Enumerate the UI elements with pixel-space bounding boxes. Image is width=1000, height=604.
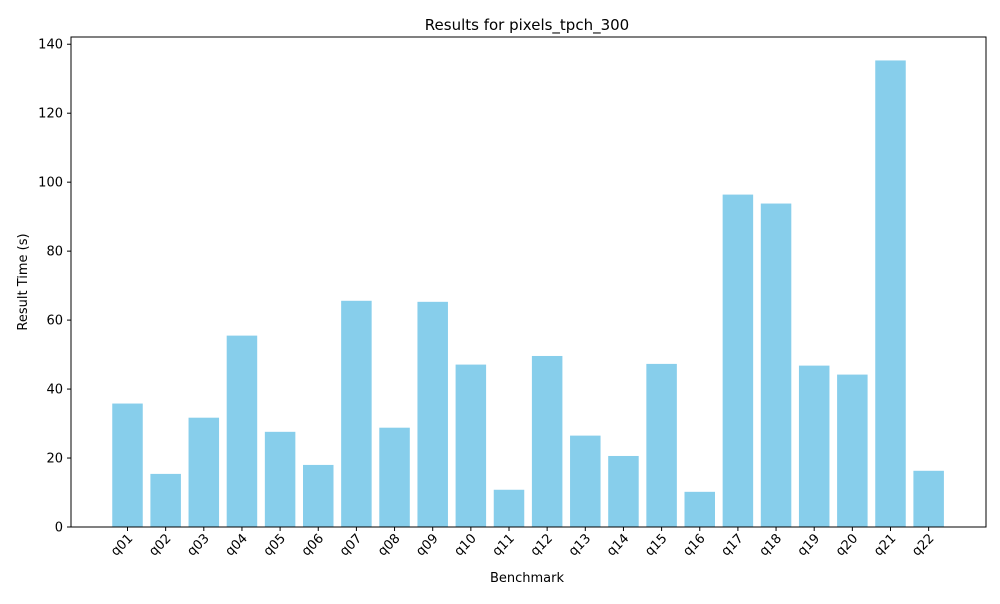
bar-q02 [150,473,181,527]
bar-q22 [913,470,944,527]
x-tick-label-q15: q15 [642,531,670,559]
bar-q11 [493,489,525,527]
x-tick-label-q07: q07 [337,531,365,559]
bar-q06 [303,464,334,527]
bar-q09 [417,301,448,527]
y-tick-label: 20 [46,452,63,467]
bar-q01 [112,403,143,527]
y-tick-label: 40 [46,383,63,398]
x-tick-label-q17: q17 [719,531,747,559]
x-tick-label-q19: q19 [795,531,823,559]
y-tick-label: 100 [38,176,63,191]
x-tick-label-q10: q10 [452,531,480,559]
x-tick-label-q05: q05 [261,531,289,559]
y-tick-label: 80 [46,245,63,260]
x-tick-label-q14: q14 [604,531,632,559]
x-axis: q01 q02 q03 q04 q05 q06 q07 q08 q09 q10 q11 q12 q13 q… [108,527,937,559]
bar-q04 [226,335,258,527]
bar-q08 [379,427,410,527]
x-tick-label-q16: q16 [680,531,708,559]
x-tick-label-q12: q12 [528,531,556,559]
x-tick-label-q22: q22 [909,531,937,559]
bar-q18 [760,203,792,528]
bar-q05 [264,431,296,527]
bar-q07 [341,300,372,527]
y-axis: 0 20 40 60 80 100 120 140 [38,38,71,536]
bar-q20 [837,374,868,527]
plot-frame [70,36,987,528]
bar-q17 [722,194,754,527]
x-tick-label-q11: q11 [490,531,518,559]
x-tick-label-q01: q01 [108,531,136,559]
x-tick-label-q02: q02 [146,531,174,559]
bar-q13 [570,435,601,527]
bar-q14 [608,455,639,527]
x-tick-label-q03: q03 [184,531,212,559]
x-tick-label-q06: q06 [299,531,327,559]
bar-q03 [188,417,220,527]
x-tick-label-q20: q20 [833,531,861,559]
bars-group [112,60,944,528]
y-tick-label: 140 [38,38,63,53]
y-tick-label: 60 [46,314,63,329]
bar-q16 [684,491,715,527]
x-tick-label-q13: q13 [566,531,594,559]
x-tick-label-q21: q21 [871,531,899,559]
x-axis-label: Benchmark [490,571,565,586]
y-axis-label: Result Time (s) [16,233,31,330]
bar-q19 [798,365,830,527]
bar-q15 [646,363,677,527]
bar-q21 [875,60,906,527]
y-tick-label: 120 [38,107,63,122]
chart-title: Results for pixels_tpch_300 [425,16,629,35]
x-tick-label-q04: q04 [223,531,251,559]
x-tick-label-q09: q09 [413,531,441,559]
bar-q12 [531,355,563,527]
x-tick-label-q08: q08 [375,531,403,559]
x-tick-label-q18: q18 [757,531,785,559]
y-tick-label: 0 [55,521,63,536]
bar-q10 [455,364,487,527]
